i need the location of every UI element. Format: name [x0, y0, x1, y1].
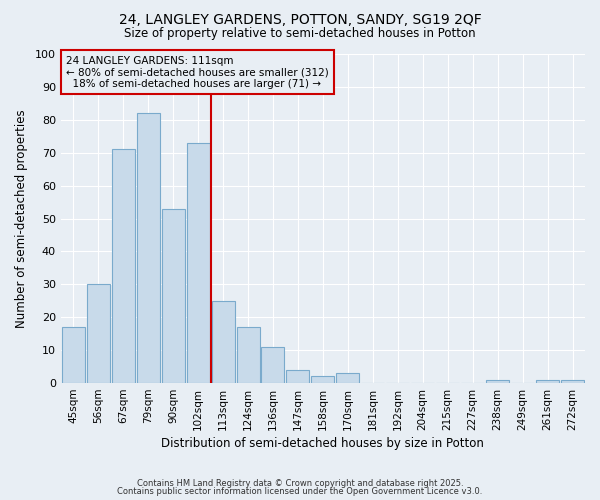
Y-axis label: Number of semi-detached properties: Number of semi-detached properties	[15, 109, 28, 328]
Text: Contains HM Land Registry data © Crown copyright and database right 2025.: Contains HM Land Registry data © Crown c…	[137, 478, 463, 488]
Bar	[161, 208, 185, 383]
Text: Contains public sector information licensed under the Open Government Licence v3: Contains public sector information licen…	[118, 487, 482, 496]
Bar	[212, 301, 235, 383]
Bar	[187, 143, 209, 383]
Bar	[137, 113, 160, 383]
Bar	[337, 373, 359, 383]
Bar	[311, 376, 334, 383]
Bar	[112, 150, 134, 383]
Text: 24, LANGLEY GARDENS, POTTON, SANDY, SG19 2QF: 24, LANGLEY GARDENS, POTTON, SANDY, SG19…	[119, 12, 481, 26]
Bar	[536, 380, 559, 383]
Bar	[286, 370, 310, 383]
Text: 24 LANGLEY GARDENS: 111sqm
← 80% of semi-detached houses are smaller (312)
  18%: 24 LANGLEY GARDENS: 111sqm ← 80% of semi…	[66, 56, 329, 89]
Bar	[62, 327, 85, 383]
Bar	[561, 380, 584, 383]
Bar	[87, 284, 110, 383]
Bar	[262, 347, 284, 383]
Bar	[486, 380, 509, 383]
X-axis label: Distribution of semi-detached houses by size in Potton: Distribution of semi-detached houses by …	[161, 437, 484, 450]
Bar	[236, 327, 260, 383]
Text: Size of property relative to semi-detached houses in Potton: Size of property relative to semi-detach…	[124, 28, 476, 40]
